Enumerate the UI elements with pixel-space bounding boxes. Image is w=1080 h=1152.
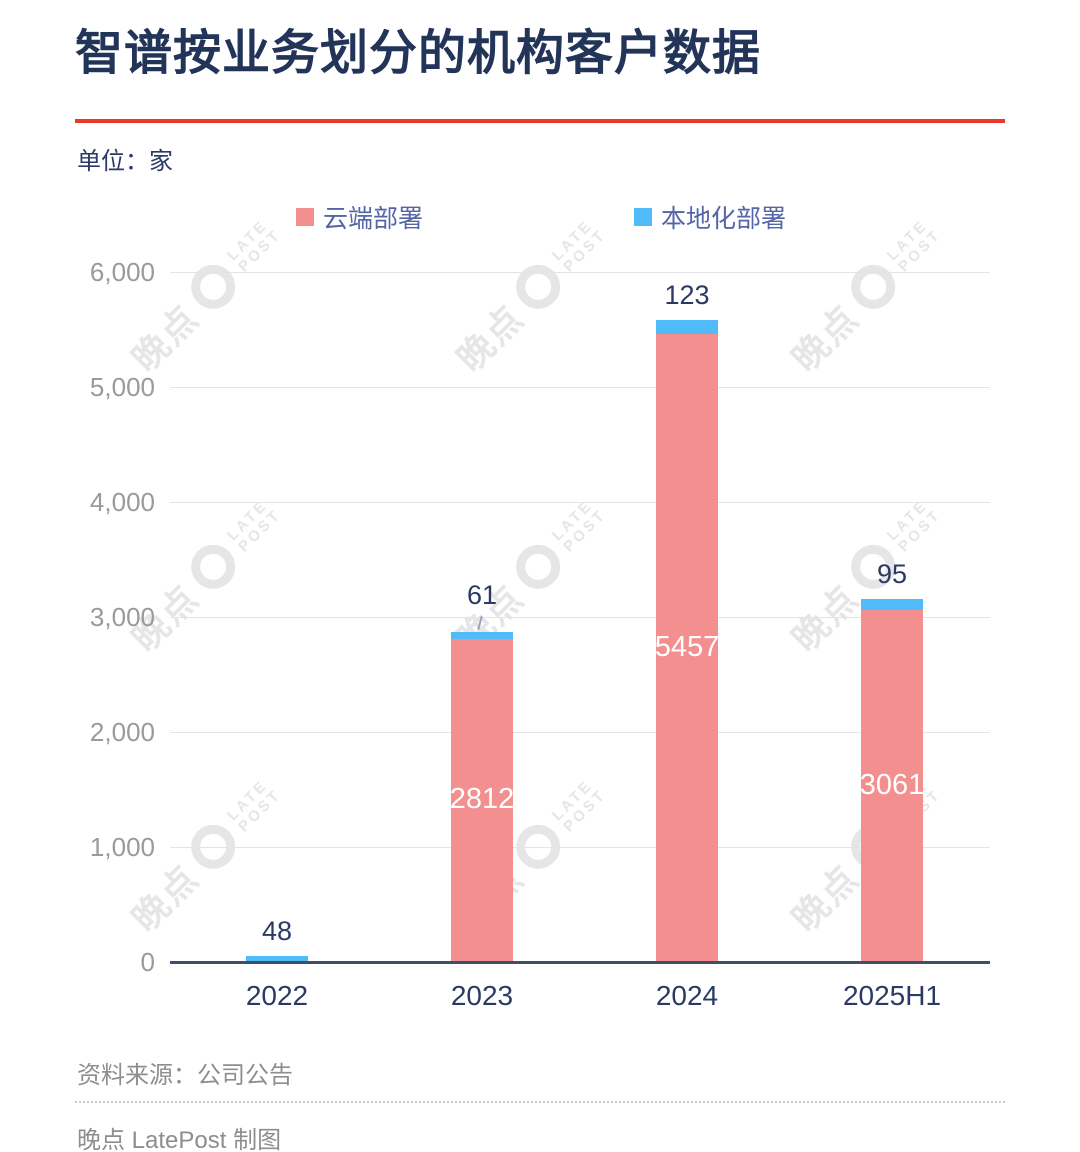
credit-label: 晚点 LatePost 制图 <box>77 1127 282 1152</box>
legend-swatch-local <box>634 208 652 226</box>
y-axis-tick-label: 6,000 <box>89 257 155 287</box>
gridline <box>170 272 990 273</box>
watermark-logo-icon <box>842 255 905 318</box>
gridline <box>170 617 990 618</box>
bar-value-label-local: 61 <box>466 579 498 610</box>
title-divider <box>75 119 1005 123</box>
watermark-logo-icon <box>507 255 570 318</box>
y-axis-tick-label: 2,000 <box>89 717 155 747</box>
bar-value-label-cloud: 2812 <box>449 783 515 816</box>
bar-segment-cloud <box>451 638 513 962</box>
x-axis-tick-label: 2025H1 <box>842 980 942 1011</box>
gridline <box>170 387 990 388</box>
legend-label-cloud: 云端部署 <box>323 205 424 233</box>
y-axis-tick-label: 1,000 <box>89 832 155 862</box>
y-axis-tick-label: 5,000 <box>89 372 155 402</box>
footer-divider <box>75 1101 1005 1103</box>
source-label: 资料来源：公司公告 <box>77 1062 293 1089</box>
watermark-cn: 晚点 <box>784 856 867 940</box>
bar-value-label-cloud: 5457 <box>654 631 720 664</box>
bar-value-label-local: 48 <box>261 916 293 947</box>
bar-segment-local <box>451 631 513 639</box>
x-axis-tick-label: 2024 <box>655 980 719 1011</box>
bar-segment-local <box>246 956 308 962</box>
bar-value-label-cloud: 3061 <box>859 768 925 801</box>
watermark-cn: 晚点 <box>449 296 532 380</box>
stacked-bar-chart: 晚点 LATE POST 晚点 LATE POST 晚点 LATE POST 晚点 LATE POST… <box>0 217 1080 1025</box>
gridline <box>170 847 990 848</box>
x-axis-tick-label: 2022 <box>245 980 309 1011</box>
gridline <box>170 502 990 503</box>
page-title: 智谱按业务划分的机构客户数据 <box>75 27 762 80</box>
legend-item-cloud: 云端部署 <box>296 204 423 233</box>
y-axis-tick-label: 3,000 <box>89 602 155 632</box>
bar-value-label-local: 123 <box>664 280 710 311</box>
y-axis-tick-label: 0 <box>140 947 155 977</box>
y-axis-tick-label: 4,000 <box>89 487 155 517</box>
bar-segment-local <box>861 599 923 610</box>
watermark-cn: 晚点 <box>124 856 207 940</box>
legend-label-local: 本地化部署 <box>661 205 787 233</box>
bar-segment-local <box>656 320 718 335</box>
watermark-logo-icon <box>182 535 245 598</box>
x-axis-tick-label: 2023 <box>450 980 514 1011</box>
bar-segment-cloud <box>861 609 923 962</box>
watermark-cn: 晚点 <box>124 296 207 380</box>
watermark-cn: 晚点 <box>784 296 867 380</box>
watermark-logo-icon <box>182 255 245 318</box>
gridline <box>170 732 990 733</box>
unit-label: 单位：家 <box>77 148 173 175</box>
x-axis-baseline <box>170 961 990 964</box>
chart-legend: 云端部署 本地化部署 <box>0 204 1080 234</box>
bar-segment-cloud <box>656 334 718 962</box>
bar-value-label-local: 95 <box>876 559 908 590</box>
legend-swatch-cloud <box>296 208 314 226</box>
legend-item-local: 本地化部署 <box>634 204 786 233</box>
